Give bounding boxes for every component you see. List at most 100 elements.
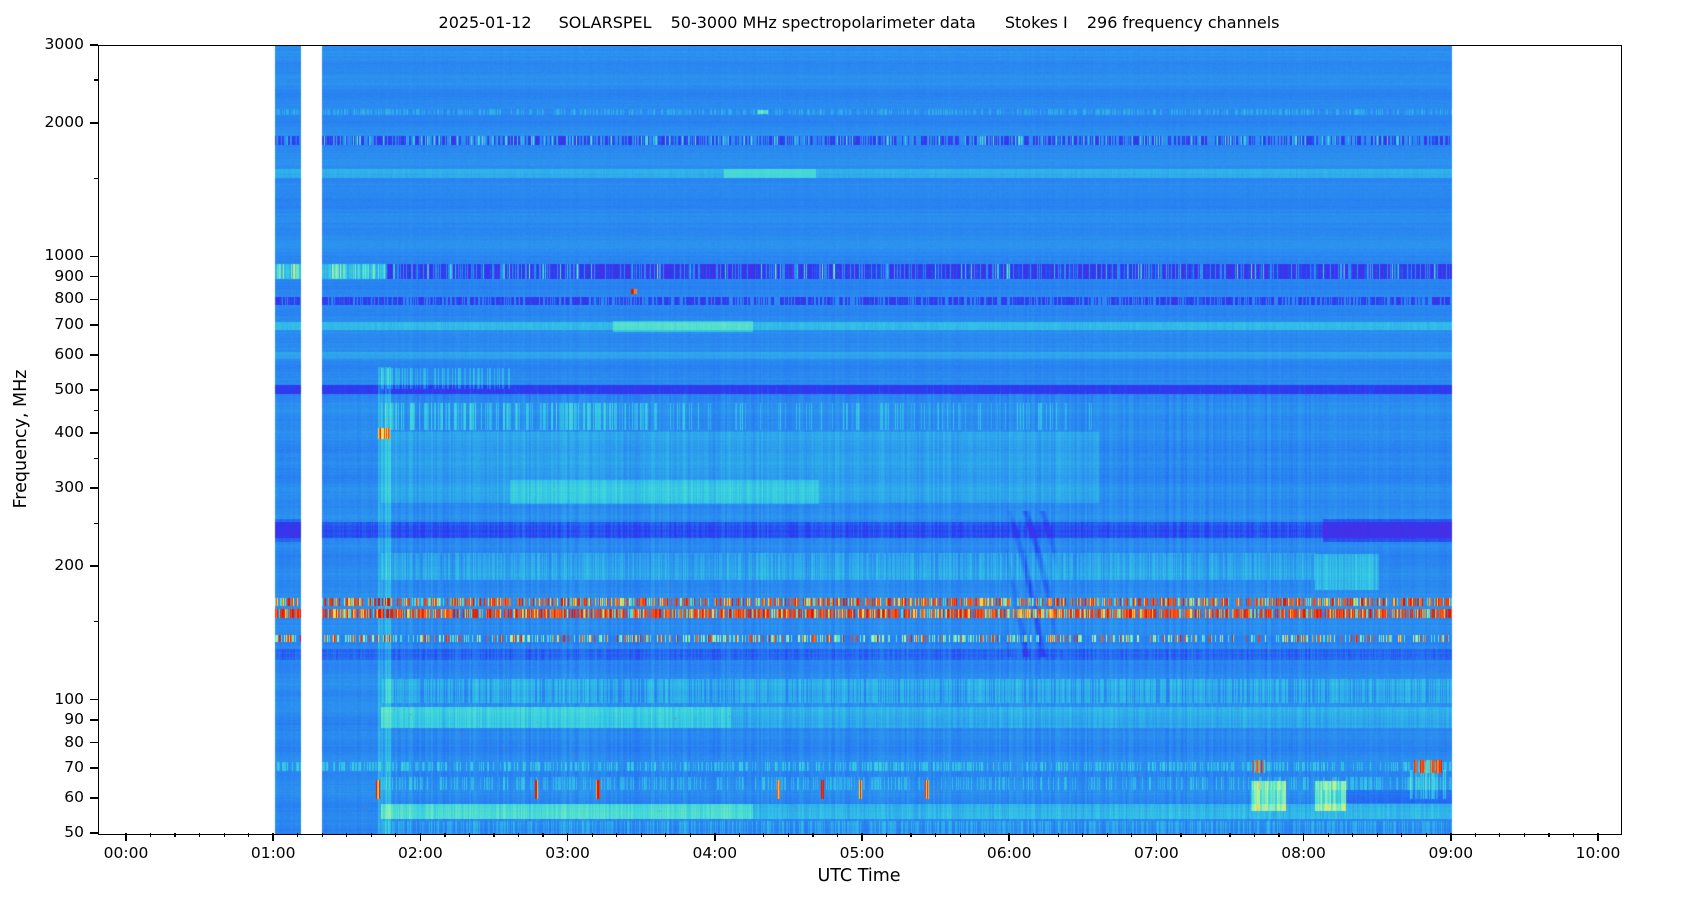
x-tick-minor: [836, 833, 839, 837]
title-stokes: Stokes I: [1004, 13, 1068, 32]
x-tick-major: [125, 833, 127, 841]
y-tick-label: 1000: [44, 246, 84, 265]
x-tick-minor: [223, 833, 225, 837]
y-tick-label: 3000: [44, 35, 84, 53]
y-tick-major: [90, 122, 98, 124]
title-description: 50-3000 MHz spectropolarimeter data: [670, 13, 976, 32]
x-tick-minor: [935, 833, 937, 837]
y-tick-label: 600: [54, 344, 84, 363]
x-tick-major: [714, 833, 716, 841]
chart-title: 2025-01-12 SOLARSPEL 50-3000 MHz spectro…: [98, 13, 1620, 32]
y-tick-label: 70: [64, 758, 84, 777]
title-channels: 296 frequency channels: [1086, 13, 1280, 32]
y-tick-label: 800: [54, 289, 84, 308]
x-tick-minor: [297, 833, 299, 837]
x-tick-minor: [1499, 833, 1501, 837]
x-tick-minor: [1278, 833, 1280, 837]
x-tick-minor: [1352, 833, 1354, 837]
y-tick-major: [90, 832, 98, 834]
x-tick-minor: [1401, 833, 1403, 837]
y-tick-label: 900: [54, 266, 84, 285]
x-tick-major: [272, 833, 274, 841]
y-tick-label: 50: [64, 823, 84, 841]
x-tick-major: [1302, 833, 1305, 841]
y-tick-label: 200: [54, 556, 84, 575]
title-date: 2025-01-12: [438, 13, 532, 32]
x-tick-label: 00:00: [103, 844, 149, 862]
x-tick-minor: [517, 833, 520, 837]
x-tick-minor: [346, 833, 348, 837]
x-tick-minor: [640, 833, 642, 837]
x-tick-minor: [1253, 833, 1256, 837]
x-tick-major: [1597, 833, 1599, 841]
x-tick-minor: [199, 833, 201, 837]
x-tick-label: 05:00: [839, 844, 885, 862]
y-tick-label: 80: [64, 732, 84, 751]
x-tick-minor: [1131, 833, 1133, 837]
y-tick-label: 90: [64, 709, 84, 728]
x-tick-minor: [321, 833, 323, 837]
x-tick-label: 07:00: [1134, 844, 1179, 862]
x-tick-minor: [616, 833, 618, 837]
y-tick-major: [90, 298, 98, 301]
x-tick-minor: [1572, 833, 1575, 837]
x-tick-minor: [444, 833, 446, 837]
x-tick-minor: [174, 833, 176, 837]
x-tick-minor: [1106, 833, 1108, 837]
y-tick-label: 700: [54, 315, 84, 334]
x-tick-minor: [370, 833, 372, 837]
y-tick-label: 300: [54, 478, 84, 497]
x-tick-minor: [1204, 833, 1207, 837]
y-tick-label: 400: [54, 422, 84, 441]
x-tick-minor: [812, 833, 814, 837]
x-tick-minor: [984, 833, 986, 837]
x-tick-major: [419, 833, 422, 841]
y-tick-minor: [94, 457, 98, 460]
plot-area: [98, 45, 1622, 835]
x-tick-minor: [665, 833, 667, 837]
x-tick-minor: [787, 833, 789, 837]
x-tick-minor: [910, 833, 912, 837]
x-tick-minor: [468, 833, 471, 837]
y-axis-title-text: Frequency, MHz: [11, 369, 31, 509]
x-tick-minor: [1229, 833, 1231, 837]
title-instrument: SOLARSPEL: [558, 13, 652, 32]
y-tick-major: [90, 565, 98, 567]
x-tick-minor: [1327, 833, 1329, 837]
y-tick-minor: [94, 177, 98, 179]
x-tick-minor: [1474, 833, 1476, 837]
x-tick-label: 02:00: [398, 844, 443, 862]
x-tick-minor: [395, 833, 397, 837]
x-tick-minor: [1180, 833, 1182, 837]
x-tick-minor: [1425, 833, 1427, 837]
x-tick-label: 04:00: [692, 844, 738, 862]
y-tick-major: [90, 255, 98, 258]
x-tick-minor: [149, 833, 152, 837]
x-tick-label: 03:00: [545, 844, 590, 862]
x-tick-minor: [885, 833, 888, 837]
x-tick-label: 09:00: [1428, 844, 1474, 862]
y-tick-major: [90, 354, 98, 356]
x-tick-major: [1155, 833, 1158, 841]
y-tick-major: [90, 275, 98, 278]
spectrogram-canvas: [99, 46, 1621, 834]
x-tick-minor: [1523, 833, 1525, 837]
y-tick-minor: [94, 620, 98, 623]
y-tick-major: [90, 741, 98, 744]
y-tick-major: [90, 44, 98, 46]
y-tick-minor: [94, 409, 98, 411]
y-tick-major: [90, 698, 98, 701]
x-tick-minor: [493, 833, 495, 837]
x-tick-major: [1008, 833, 1010, 841]
x-tick-major: [861, 833, 863, 841]
x-tick-label: 01:00: [250, 844, 296, 862]
x-tick-minor: [1033, 833, 1035, 837]
x-tick-minor: [1376, 833, 1378, 837]
y-tick-major: [90, 797, 98, 799]
x-tick-major: [1450, 833, 1452, 841]
y-tick-label: 2000: [44, 113, 84, 132]
y-tick-major: [90, 432, 98, 434]
y-tick-major: [90, 487, 98, 489]
x-tick-label: 06:00: [986, 844, 1032, 862]
